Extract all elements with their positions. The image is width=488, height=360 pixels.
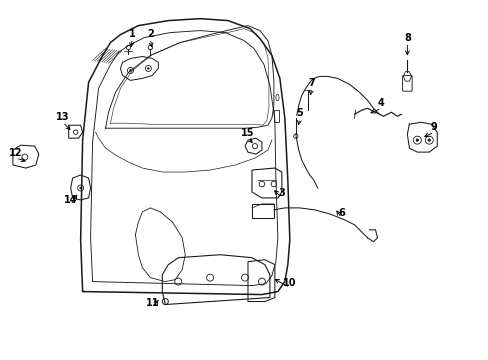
Text: 0: 0: [274, 94, 279, 103]
Text: 4: 4: [377, 98, 384, 108]
Text: 2: 2: [147, 28, 153, 39]
Text: 1: 1: [129, 28, 136, 39]
Bar: [273, 110, 278, 122]
Text: 10: 10: [283, 278, 296, 288]
Text: 8: 8: [403, 32, 410, 42]
Text: 6: 6: [338, 208, 345, 218]
Text: 3: 3: [278, 188, 285, 198]
Text: 13: 13: [56, 112, 69, 122]
Circle shape: [79, 187, 81, 189]
Text: 14: 14: [64, 195, 77, 205]
Circle shape: [129, 69, 131, 72]
Text: 7: 7: [308, 78, 314, 88]
Circle shape: [427, 139, 430, 142]
Text: 15: 15: [241, 128, 254, 138]
Circle shape: [415, 139, 418, 142]
Text: 5: 5: [296, 108, 303, 118]
Text: 9: 9: [430, 122, 437, 132]
Text: 12: 12: [9, 148, 22, 158]
Text: 11: 11: [145, 297, 159, 307]
Circle shape: [147, 67, 149, 69]
Bar: [251, 204, 273, 218]
